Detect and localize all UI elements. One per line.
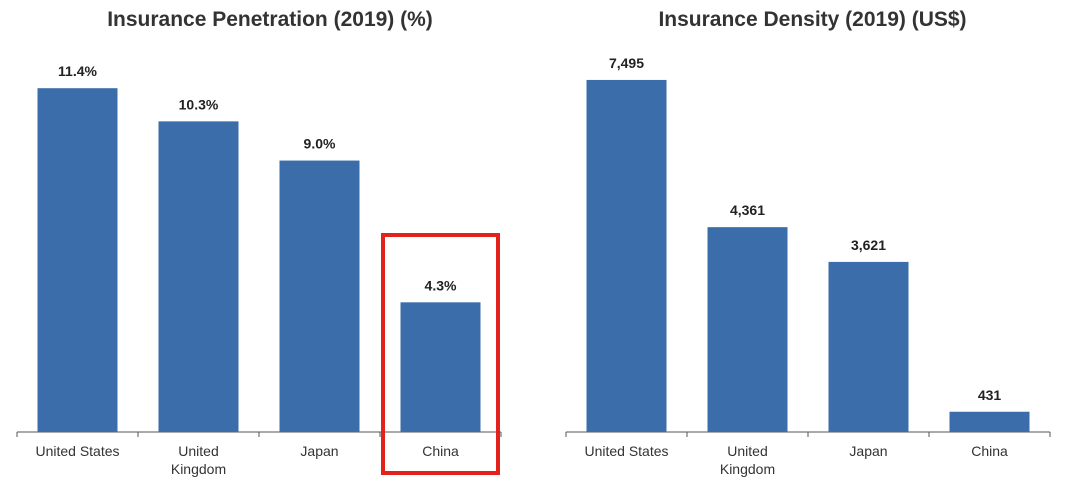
- bar-united-kingdom: [158, 121, 239, 432]
- density-chart: Insurance Density (2019) (US$) 7,495 Unit…: [545, 0, 1080, 481]
- data-label: 4.3%: [425, 277, 457, 293]
- category-label: Japan: [300, 443, 338, 459]
- category-label: China: [971, 443, 1008, 459]
- density-chart-plot: 7,495 United States 4,361 United Kingdom 3,62…: [565, 55, 1051, 477]
- data-label: 3,621: [851, 237, 886, 253]
- penetration-chart: Insurance Penetration (2019) (%) 11.4% Un…: [16, 8, 502, 477]
- category-label: United States: [35, 443, 119, 459]
- bar-united-states: [37, 88, 118, 432]
- data-label: 7,495: [609, 55, 644, 71]
- bar-united-kingdom: [707, 227, 788, 432]
- bar-japan: [279, 160, 360, 433]
- bar-china: [949, 411, 1030, 432]
- category-label: United Kingdom: [171, 443, 226, 477]
- data-label: 10.3%: [179, 96, 219, 112]
- category-label: United States: [584, 443, 668, 459]
- data-label: 4,361: [730, 202, 765, 218]
- data-label: 431: [978, 387, 1002, 403]
- data-label: 9.0%: [304, 136, 336, 152]
- category-label: United Kingdom: [720, 443, 775, 477]
- category-label: China: [422, 443, 459, 459]
- bar-united-states: [586, 79, 667, 432]
- bar-china: [400, 302, 481, 432]
- data-label: 11.4%: [58, 63, 97, 79]
- density-chart-title: Insurance Density (2019) (US$): [658, 8, 967, 31]
- highlight-box: [381, 233, 500, 475]
- penetration-chart-title: Insurance Penetration (2019) (%): [107, 8, 433, 31]
- bar-japan: [828, 261, 909, 432]
- penetration-chart-plot: 11.4% United States 10.3% United Kingdom 9.0%…: [16, 63, 502, 477]
- category-label: Japan: [849, 443, 887, 459]
